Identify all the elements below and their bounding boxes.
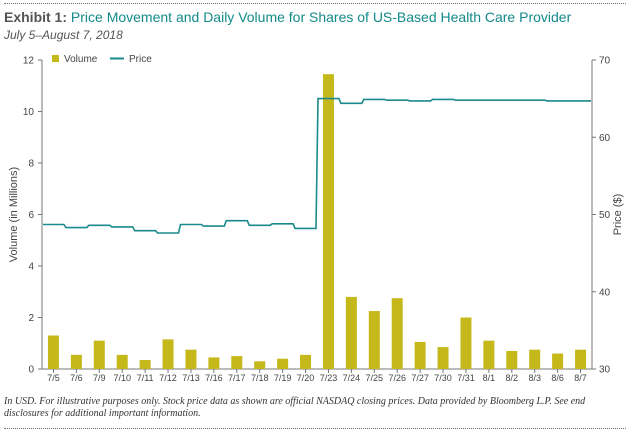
x-tick-label: 7/18 <box>251 373 269 383</box>
x-tick-label: 7/12 <box>159 373 177 383</box>
volume-bar <box>300 354 312 369</box>
x-tick-label: 7/11 <box>137 373 154 383</box>
volume-bar <box>552 353 564 369</box>
x-tick-label: 7/31 <box>457 373 475 383</box>
volume-bar <box>70 354 82 369</box>
volume-bar <box>414 341 426 369</box>
volume-bar <box>437 347 449 369</box>
x-tick-label: 7/20 <box>297 373 315 383</box>
left-tick-label: 4 <box>28 262 34 273</box>
volume-bar <box>483 340 495 369</box>
volume-bar <box>231 356 243 369</box>
volume-bar <box>139 359 151 369</box>
x-tick-label: 7/16 <box>205 373 223 383</box>
volume-bar <box>460 317 472 369</box>
left-tick-label: 6 <box>28 210 34 221</box>
right-axis-title: Price ($) <box>612 194 624 236</box>
x-tick-label: 7/6 <box>70 373 83 383</box>
volume-bar <box>391 298 403 369</box>
legend-volume-label: Volume <box>64 54 98 65</box>
volume-bar <box>368 311 380 369</box>
x-tick-label: 7/24 <box>343 373 361 383</box>
x-tick-label: 7/30 <box>434 373 452 383</box>
x-tick-label: 7/5 <box>47 373 60 383</box>
footnote: In USD. For illustrative purposes only. … <box>4 396 586 419</box>
x-tick-label: 8/3 <box>528 373 541 383</box>
x-tick-label: 7/9 <box>93 373 106 383</box>
volume-bar <box>506 350 518 369</box>
right-tick-label: 60 <box>599 133 611 144</box>
x-tick-label: 8/2 <box>506 373 519 383</box>
left-tick-label: 10 <box>23 107 35 118</box>
chart-subtitle: July 5–August 7, 2018 <box>4 28 123 42</box>
volume-bar <box>93 340 105 369</box>
left-tick-label: 2 <box>28 313 34 324</box>
chart-title: Exhibit 1: Price Movement and Daily Volu… <box>4 8 626 26</box>
x-tick-label: 7/10 <box>113 373 131 383</box>
volume-bar <box>575 349 587 369</box>
right-tick-label: 40 <box>599 287 611 298</box>
volume-bar <box>47 335 59 369</box>
volume-bar <box>529 349 541 369</box>
left-tick-label: 12 <box>23 56 35 67</box>
chart-header: Exhibit 1: Price Movement and Daily Volu… <box>4 8 626 43</box>
x-tick-label: 8/1 <box>483 373 496 383</box>
left-tick-label: 8 <box>28 159 34 170</box>
volume-bar <box>208 357 220 369</box>
left-axis-title: Volume (in Millions) <box>8 167 20 262</box>
x-tick-label: 7/27 <box>411 373 429 383</box>
right-tick-label: 70 <box>599 56 611 67</box>
title-text: Price Movement and Daily Volume for Shar… <box>70 9 572 25</box>
x-tick-label: 7/25 <box>366 373 384 383</box>
volume-bar <box>116 354 128 369</box>
left-tick-label: 0 <box>28 365 34 376</box>
right-tick-label: 50 <box>599 210 611 221</box>
volume-bar <box>277 358 289 369</box>
combo-chart: 0 2 4 6 8 10 12 30 40 50 60 70 Volume (in Millions) P… <box>8 54 624 383</box>
volume-bar <box>345 296 357 369</box>
volume-bar <box>254 361 266 369</box>
right-tick-label: 30 <box>599 365 611 376</box>
price-step-line <box>43 97 591 234</box>
x-tick-label: 8/7 <box>574 373 587 383</box>
volume-bar <box>162 339 174 369</box>
x-tick-label: 7/23 <box>320 373 338 383</box>
volume-bar <box>185 349 197 369</box>
exhibit-label: Exhibit 1: <box>4 9 68 25</box>
legend-price-label: Price <box>129 54 152 65</box>
legend-volume-swatch <box>52 55 59 62</box>
top-divider <box>4 3 626 4</box>
x-tick-label: 7/17 <box>228 373 246 383</box>
x-tick-label: 7/19 <box>274 373 292 383</box>
x-tick-label: 7/26 <box>388 373 406 383</box>
x-tick-label: 7/13 <box>182 373 200 383</box>
volume-bar <box>322 74 334 369</box>
x-tick-label: 8/6 <box>551 373 564 383</box>
bottom-divider <box>4 428 626 429</box>
